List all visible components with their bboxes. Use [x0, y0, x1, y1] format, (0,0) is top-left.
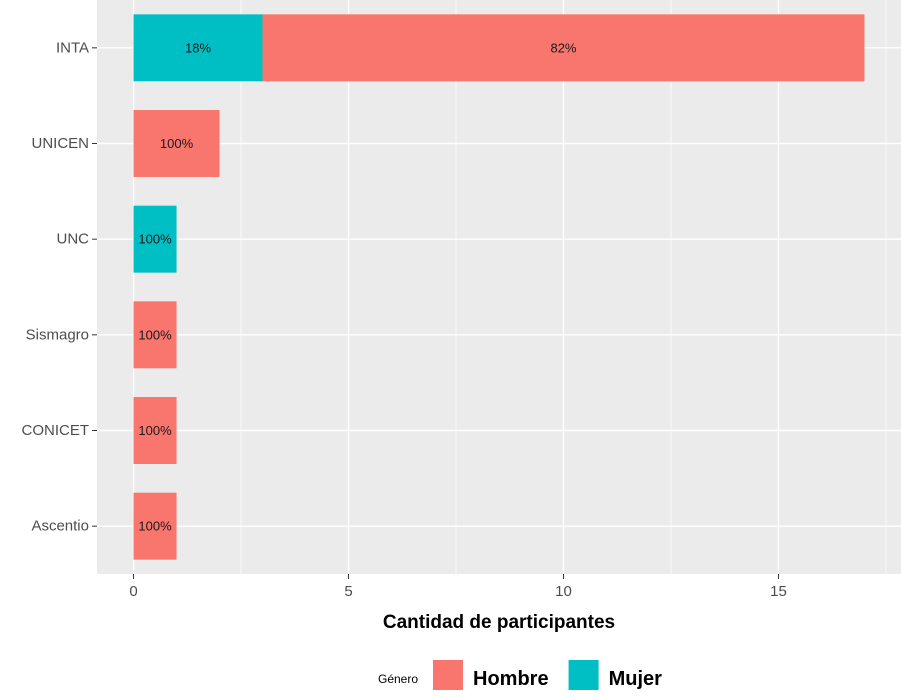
legend-title: Género [378, 672, 418, 686]
bar-label-inta-hombre: 82% [550, 40, 576, 55]
bar-inta-mujer [133, 14, 263, 82]
x-axis-title: Cantidad de participantes [383, 612, 615, 633]
legend-label-hombre: Hombre [473, 668, 549, 690]
y-tick-label-unc: UNC [57, 231, 90, 248]
y-tick-label-unicen: UNICEN [31, 135, 89, 152]
x-tick-label-5: 5 [344, 583, 352, 600]
bar-ascentio-hombre [133, 492, 177, 560]
legend-label-mujer: Mujer [609, 668, 663, 690]
bar-conicet-hombre [133, 397, 177, 464]
y-axis: INTA UNICEN UNC Sismagro CONICET Ascentio [22, 39, 97, 535]
x-tick-label-15: 15 [770, 583, 787, 600]
y-tick-label-ascentio: Ascentio [31, 518, 89, 535]
legend: Género Hombre Mujer [378, 660, 662, 690]
bar-sismagro-hombre [133, 301, 177, 369]
grid-lines [97, 0, 901, 574]
legend-swatch-hombre [433, 660, 463, 690]
bar-label-ascentio-hombre: 100% [138, 519, 172, 534]
y-tick-label-conicet: CONICET [22, 422, 90, 439]
bar-unc-mujer [133, 205, 177, 273]
bar-labels: 18% 82% 100% 100% 100% 100% 100% [138, 40, 577, 533]
plot-panel [97, 0, 901, 574]
bar-label-conicet-hombre: 100% [138, 423, 172, 438]
bar-unicen-hombre [133, 110, 220, 177]
bar-label-unicen-hombre: 100% [160, 136, 194, 151]
bar-label-unc-mujer: 100% [138, 232, 172, 247]
y-tick-label-inta: INTA [56, 39, 89, 56]
bar-label-sismagro-hombre: 100% [138, 327, 172, 342]
y-tick-label-sismagro: Sismagro [26, 326, 89, 343]
legend-swatch-mujer [568, 660, 599, 690]
x-tick-label-0: 0 [129, 583, 137, 600]
bars [133, 14, 865, 560]
bar-label-inta-mujer: 18% [185, 40, 211, 55]
x-axis: 0 5 10 15 [129, 574, 787, 600]
bar-inta-hombre [262, 14, 865, 82]
x-tick-label-10: 10 [555, 583, 572, 600]
